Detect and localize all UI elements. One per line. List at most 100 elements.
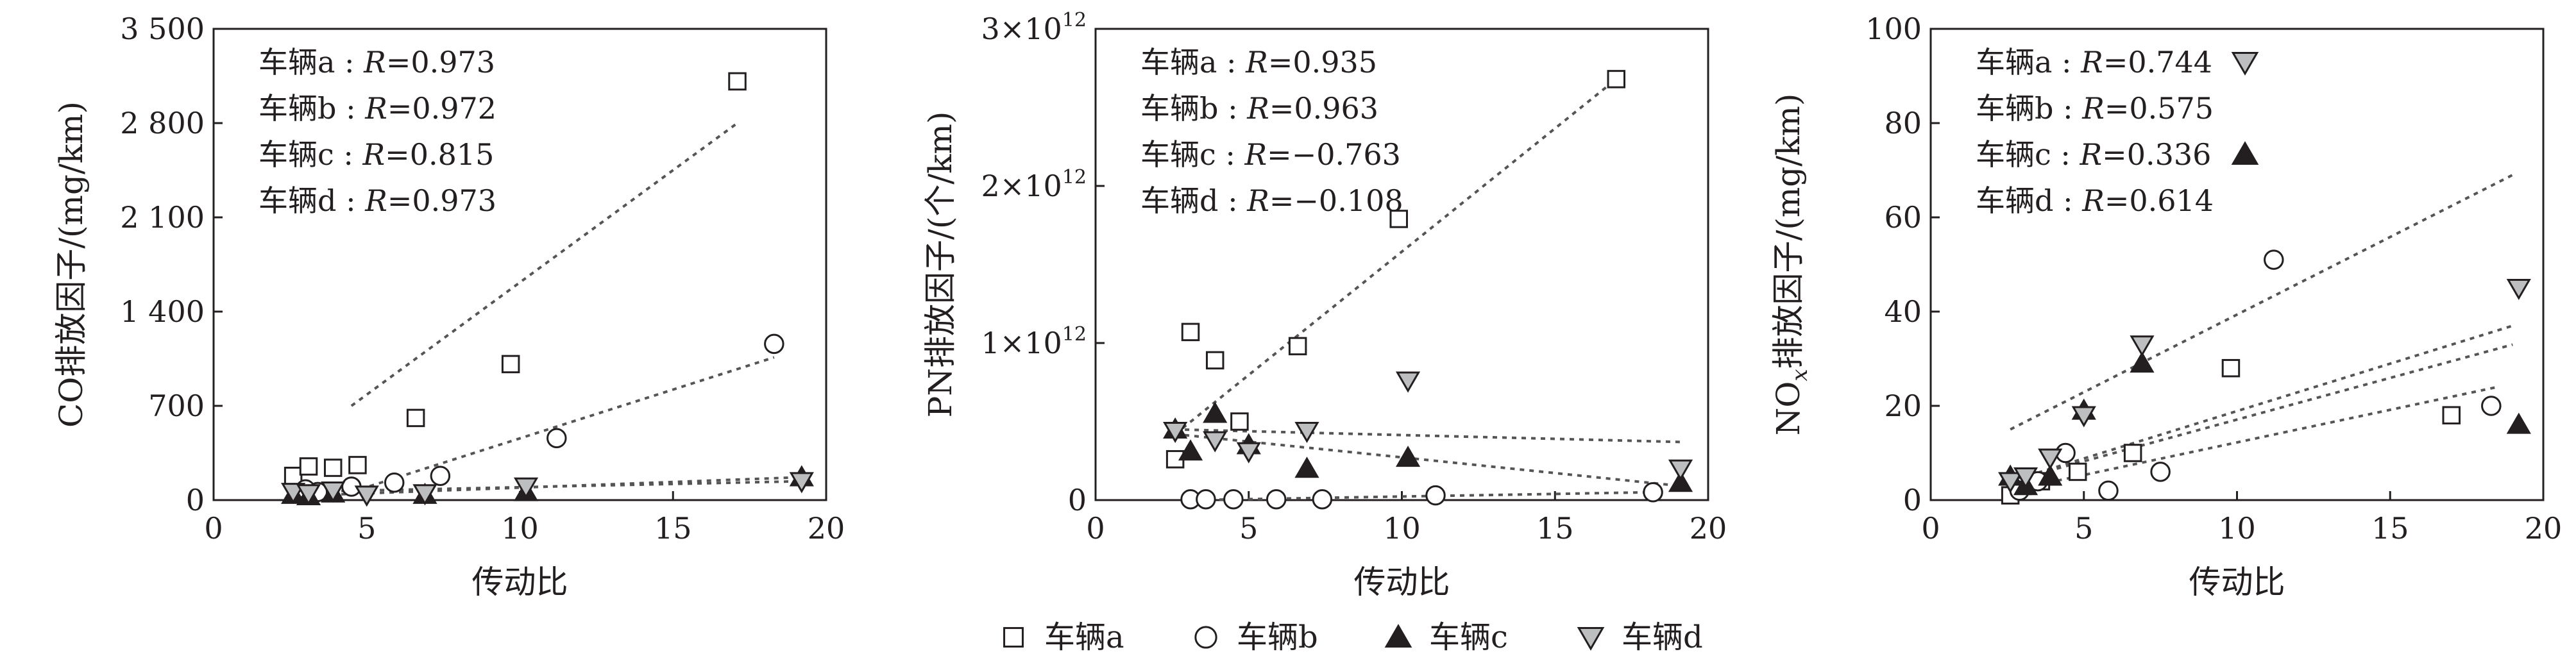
trend-line bbox=[293, 480, 802, 494]
data-point bbox=[412, 484, 437, 506]
y-tick-exponent: 12 bbox=[1062, 166, 1087, 188]
data-point bbox=[1395, 446, 1421, 467]
data-point bbox=[1205, 351, 1224, 370]
data-point bbox=[1266, 489, 1287, 510]
data-point bbox=[2264, 249, 2284, 270]
legend-marker bbox=[1194, 626, 1217, 649]
r-annotation-prefix: 车辆d : bbox=[1976, 183, 2082, 218]
y-tick-label: 3×1012 bbox=[981, 9, 1087, 46]
data-point bbox=[1236, 442, 1261, 464]
chart-panel-3: 0 5 10 15 20 0 20 40 60 80 100 传动比 NOx排放因子/(mg/km) 车辆… bbox=[1770, 12, 2562, 601]
r-annotation-prefix: 车辆c : bbox=[1140, 137, 1245, 172]
legend-label: 车辆a bbox=[1044, 619, 1124, 655]
r-annotation-prefix: 车辆a : bbox=[1976, 45, 2081, 80]
x-tick-label: 20 bbox=[1690, 511, 1727, 546]
r-annotation: 车辆d : R=0.973 bbox=[258, 183, 496, 218]
y-tick-label: 1 400 bbox=[120, 294, 205, 329]
y-tick-label: 3 500 bbox=[120, 12, 205, 46]
r-annotation: 车辆b : R=0.972 bbox=[258, 91, 496, 126]
data-point bbox=[2442, 406, 2461, 424]
x-tick-label: 20 bbox=[2525, 511, 2563, 546]
y-axis-title: CO排放因子/(mg/km) bbox=[53, 101, 90, 428]
r-annotation: 车辆d : R=0.614 bbox=[1976, 183, 2214, 218]
r-annotation-symbol: R bbox=[1246, 91, 1269, 126]
r-annotation-value: =0.973 bbox=[387, 183, 496, 218]
legend: 车辆a 车辆b 车辆c 车辆d bbox=[1003, 619, 1703, 655]
data-point bbox=[1312, 489, 1333, 510]
trend-line bbox=[2010, 385, 2498, 492]
y-tick-label: 60 bbox=[1884, 200, 1922, 235]
data-point bbox=[1607, 70, 1625, 88]
r-annotation-value: =−0.108 bbox=[1269, 183, 1403, 218]
r-annotation: 车辆a : R=0.744 bbox=[1976, 45, 2212, 80]
y-tick-label: 0 bbox=[1903, 483, 1922, 517]
legend-item-1: 车辆a bbox=[1003, 619, 1124, 655]
data-point bbox=[1288, 337, 1307, 356]
x-tick-label: 15 bbox=[1536, 511, 1574, 546]
data-point bbox=[1294, 456, 1319, 478]
y-tick-label: 0 bbox=[1068, 483, 1087, 517]
data-point bbox=[1203, 401, 1228, 423]
r-annotation-marker bbox=[2231, 52, 2259, 76]
r-annotation-value: =0.614 bbox=[2105, 183, 2214, 218]
legend-marker bbox=[1003, 627, 1024, 648]
data-point bbox=[296, 484, 321, 506]
y-tick-label: 2×1012 bbox=[981, 166, 1087, 203]
y-axis-title: NOx排放因子/(mg/km) bbox=[1770, 94, 1813, 436]
r-annotation: 车辆c : R=−0.763 bbox=[1140, 137, 1401, 172]
r-annotation-prefix: 车辆b : bbox=[258, 91, 365, 126]
trend-line bbox=[1175, 428, 1681, 444]
x-tick-label: 0 bbox=[1921, 511, 1940, 546]
x-axis-title: 传动比 bbox=[1354, 564, 1450, 601]
r-annotation-symbol: R bbox=[1244, 137, 1267, 172]
trend-line bbox=[1174, 78, 1618, 435]
data-point bbox=[2013, 467, 2038, 489]
data-point bbox=[284, 466, 303, 485]
x-axis-title: 传动比 bbox=[472, 564, 568, 601]
y-axis-title-rest: 排放因子/(mg/km) bbox=[1770, 94, 1807, 369]
data-point bbox=[430, 465, 451, 486]
r-annotation-value: =−0.763 bbox=[1267, 137, 1401, 172]
r-annotation: 车辆a : R=0.935 bbox=[1140, 45, 1377, 80]
data-point bbox=[2130, 335, 2155, 357]
data-point bbox=[789, 472, 814, 494]
legend-marker bbox=[1384, 624, 1412, 648]
y-tick-label: 80 bbox=[1884, 106, 1922, 140]
data-point bbox=[1223, 489, 1244, 510]
chart-panel-2: 0 5 10 15 20 0 1×1012 2×1012 3×1012 传动比 PN排放因子/(个/… bbox=[922, 9, 1727, 601]
trend-line bbox=[1174, 433, 1681, 487]
r-annotation-prefix: 车辆d : bbox=[1140, 183, 1247, 218]
r-annotation-value: =0.935 bbox=[1268, 45, 1377, 80]
x-tick-label: 0 bbox=[1086, 511, 1105, 546]
data-point bbox=[2150, 462, 2171, 482]
r-annotation-symbol: R bbox=[364, 91, 387, 126]
y-tick-label: 0 bbox=[186, 483, 205, 517]
trend-line bbox=[1190, 490, 1654, 501]
data-point bbox=[323, 458, 343, 477]
r-annotation-value: =0.336 bbox=[2102, 137, 2211, 172]
data-point bbox=[2506, 279, 2531, 300]
legend-marker bbox=[1577, 627, 1605, 651]
y-tick-exponent: 12 bbox=[1062, 323, 1087, 346]
r-annotation-symbol: R bbox=[362, 137, 386, 172]
r-annotation: 车辆c : R=0.815 bbox=[258, 137, 494, 172]
x-axis-title: 传动比 bbox=[2189, 564, 2285, 601]
r-annotation-prefix: 车辆c : bbox=[1976, 137, 2080, 172]
data-point bbox=[728, 72, 747, 91]
data-point bbox=[2506, 412, 2531, 434]
trend-line bbox=[2010, 324, 2513, 483]
x-tick-label: 10 bbox=[1383, 511, 1421, 546]
data-point bbox=[1163, 421, 1188, 443]
r-annotation-prefix: 车辆a : bbox=[258, 45, 364, 80]
x-tick-label: 5 bbox=[2074, 511, 2093, 546]
data-point bbox=[2038, 448, 2063, 470]
r-annotation: 车辆a : R=0.973 bbox=[258, 45, 495, 80]
data-point bbox=[321, 482, 346, 503]
r-annotation-symbol: R bbox=[1245, 45, 1268, 80]
data-point bbox=[2123, 444, 2142, 462]
data-point bbox=[1425, 485, 1446, 506]
y-tick-label: 2 800 bbox=[120, 106, 205, 140]
r-annotation-symbol: R bbox=[363, 45, 386, 80]
data-point bbox=[513, 477, 539, 499]
r-annotation-symbol: R bbox=[2080, 137, 2103, 172]
